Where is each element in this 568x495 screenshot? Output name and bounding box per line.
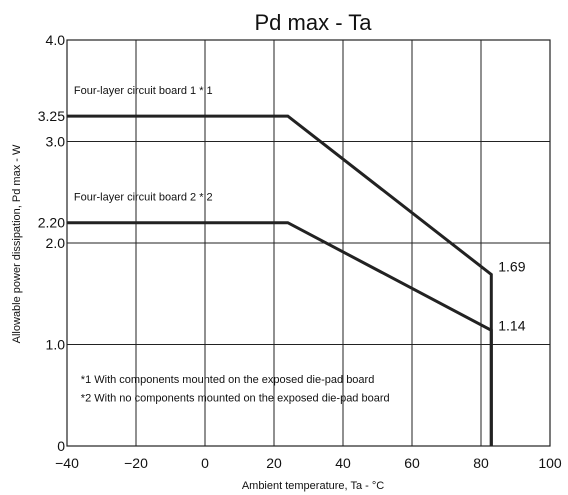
y-tick-labels: 0 1.0 2.0 2.20 3.0 3.25 4.0 <box>38 32 65 454</box>
x-tick-label: 80 <box>473 455 489 471</box>
y-tick-label: 1.0 <box>46 337 66 353</box>
y-tick-label: 2.20 <box>38 215 65 231</box>
x-tick-labels: −40 −20 0 20 40 60 80 100 <box>55 455 562 471</box>
y-axis-label: Allowable power dissipation, Pd max - W <box>11 144 23 343</box>
series-group <box>67 114 493 446</box>
x-axis-label: Ambient temperature, Ta - °C <box>242 480 384 492</box>
y-tick-label: 2.0 <box>46 235 66 251</box>
y-tick-label: 3.25 <box>38 108 65 124</box>
x-tick-label: 60 <box>404 455 420 471</box>
data-label: 1.14 <box>498 317 525 333</box>
series-line-2 <box>67 221 493 446</box>
x-tick-label: −40 <box>55 455 79 471</box>
footnote: *2 With no components mounted on the exp… <box>81 392 390 404</box>
y-tick-label: 0 <box>57 438 65 454</box>
chart-title: Pd max - Ta <box>255 10 373 35</box>
series-label: Four-layer circuit board 2 * 2 <box>74 191 213 203</box>
plot-area <box>66 39 551 447</box>
y-tick-label: 4.0 <box>46 32 66 48</box>
footnote: *1 With components mounted on the expose… <box>81 374 375 386</box>
series-label: Four-layer circuit board 1 * 1 <box>74 85 213 97</box>
grid-lines <box>67 40 550 446</box>
x-tick-label: 20 <box>266 455 282 471</box>
x-tick-label: 100 <box>538 455 562 471</box>
annotations: Four-layer circuit board 1 * 1 Four-layer… <box>74 85 526 405</box>
data-label: 1.69 <box>498 258 525 274</box>
x-tick-label: −20 <box>124 455 148 471</box>
y-tick-label: 3.0 <box>46 134 66 150</box>
x-tick-label: 40 <box>335 455 351 471</box>
x-tick-label: 0 <box>201 455 209 471</box>
